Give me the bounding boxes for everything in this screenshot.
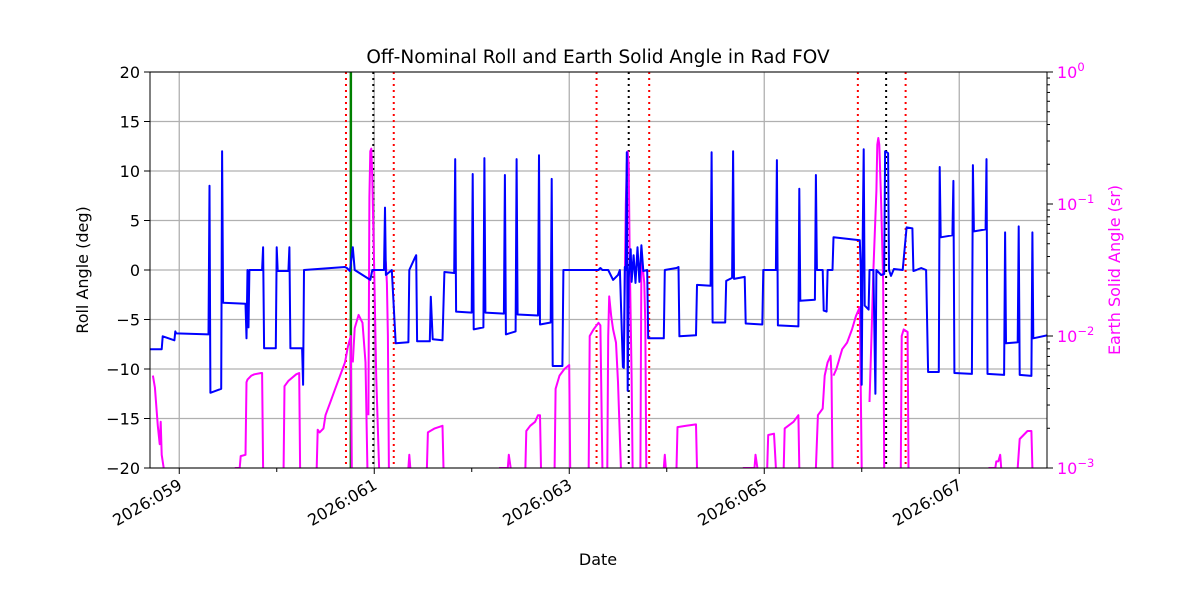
y2-axis-label: Earth Solid Angle (sr) — [1105, 185, 1124, 355]
earth-solid-angle-segment — [499, 453, 512, 468]
y-tick-label: 15 — [120, 113, 140, 132]
earth-solid-angle-segment — [899, 328, 910, 468]
earth-solid-angle-segment — [524, 414, 542, 468]
y-tick-label: 0 — [130, 261, 140, 280]
x-axis-label: Date — [579, 550, 617, 569]
earth-solid-angle-segment — [315, 335, 353, 468]
earth-solid-angle-segment — [367, 147, 381, 468]
y-tick-label: −10 — [106, 360, 140, 379]
earth-solid-angle-segment — [282, 372, 302, 468]
earth-solid-angle-segment — [606, 295, 622, 468]
earth-solid-angle-segment — [553, 364, 572, 468]
y-tick-label: 5 — [130, 212, 140, 231]
y-tick-label: −15 — [106, 410, 140, 429]
earth-solid-angle-segment — [1016, 430, 1034, 468]
earth-solid-angle-segment — [782, 414, 801, 468]
earth-solid-angle-segment — [351, 313, 369, 468]
y-tick-label: 20 — [120, 63, 140, 82]
y-tick-label: 10 — [120, 162, 140, 181]
chart-title: Off-Nominal Roll and Earth Solid Angle i… — [366, 47, 830, 68]
earth-solid-angle-segment — [639, 255, 648, 468]
y-axis-label: Roll Angle (deg) — [73, 206, 92, 333]
y-tick-label: −20 — [106, 459, 140, 478]
roll-series-layer — [150, 148, 1047, 395]
earth-solid-angle-segment — [425, 424, 445, 468]
y-tick-label: −5 — [116, 311, 140, 330]
earth-solid-angle-segment — [988, 453, 1003, 468]
earth-solid-angle-segment — [587, 321, 604, 468]
roll-angle-line — [150, 148, 1047, 395]
earth-solid-angle-segment — [742, 453, 759, 468]
earth-solid-angle-segment — [151, 375, 165, 468]
earth-solid-angle-segment — [766, 432, 777, 468]
earth-solid-angle-segment — [675, 423, 698, 468]
earth-solid-angle-segment — [234, 372, 265, 468]
earth-solid-angle-segment — [407, 453, 412, 468]
earth-solid-angle-segment — [662, 453, 667, 468]
earth-solid-angle-segment — [832, 306, 863, 468]
earth-solid-angle-segment — [814, 354, 834, 468]
